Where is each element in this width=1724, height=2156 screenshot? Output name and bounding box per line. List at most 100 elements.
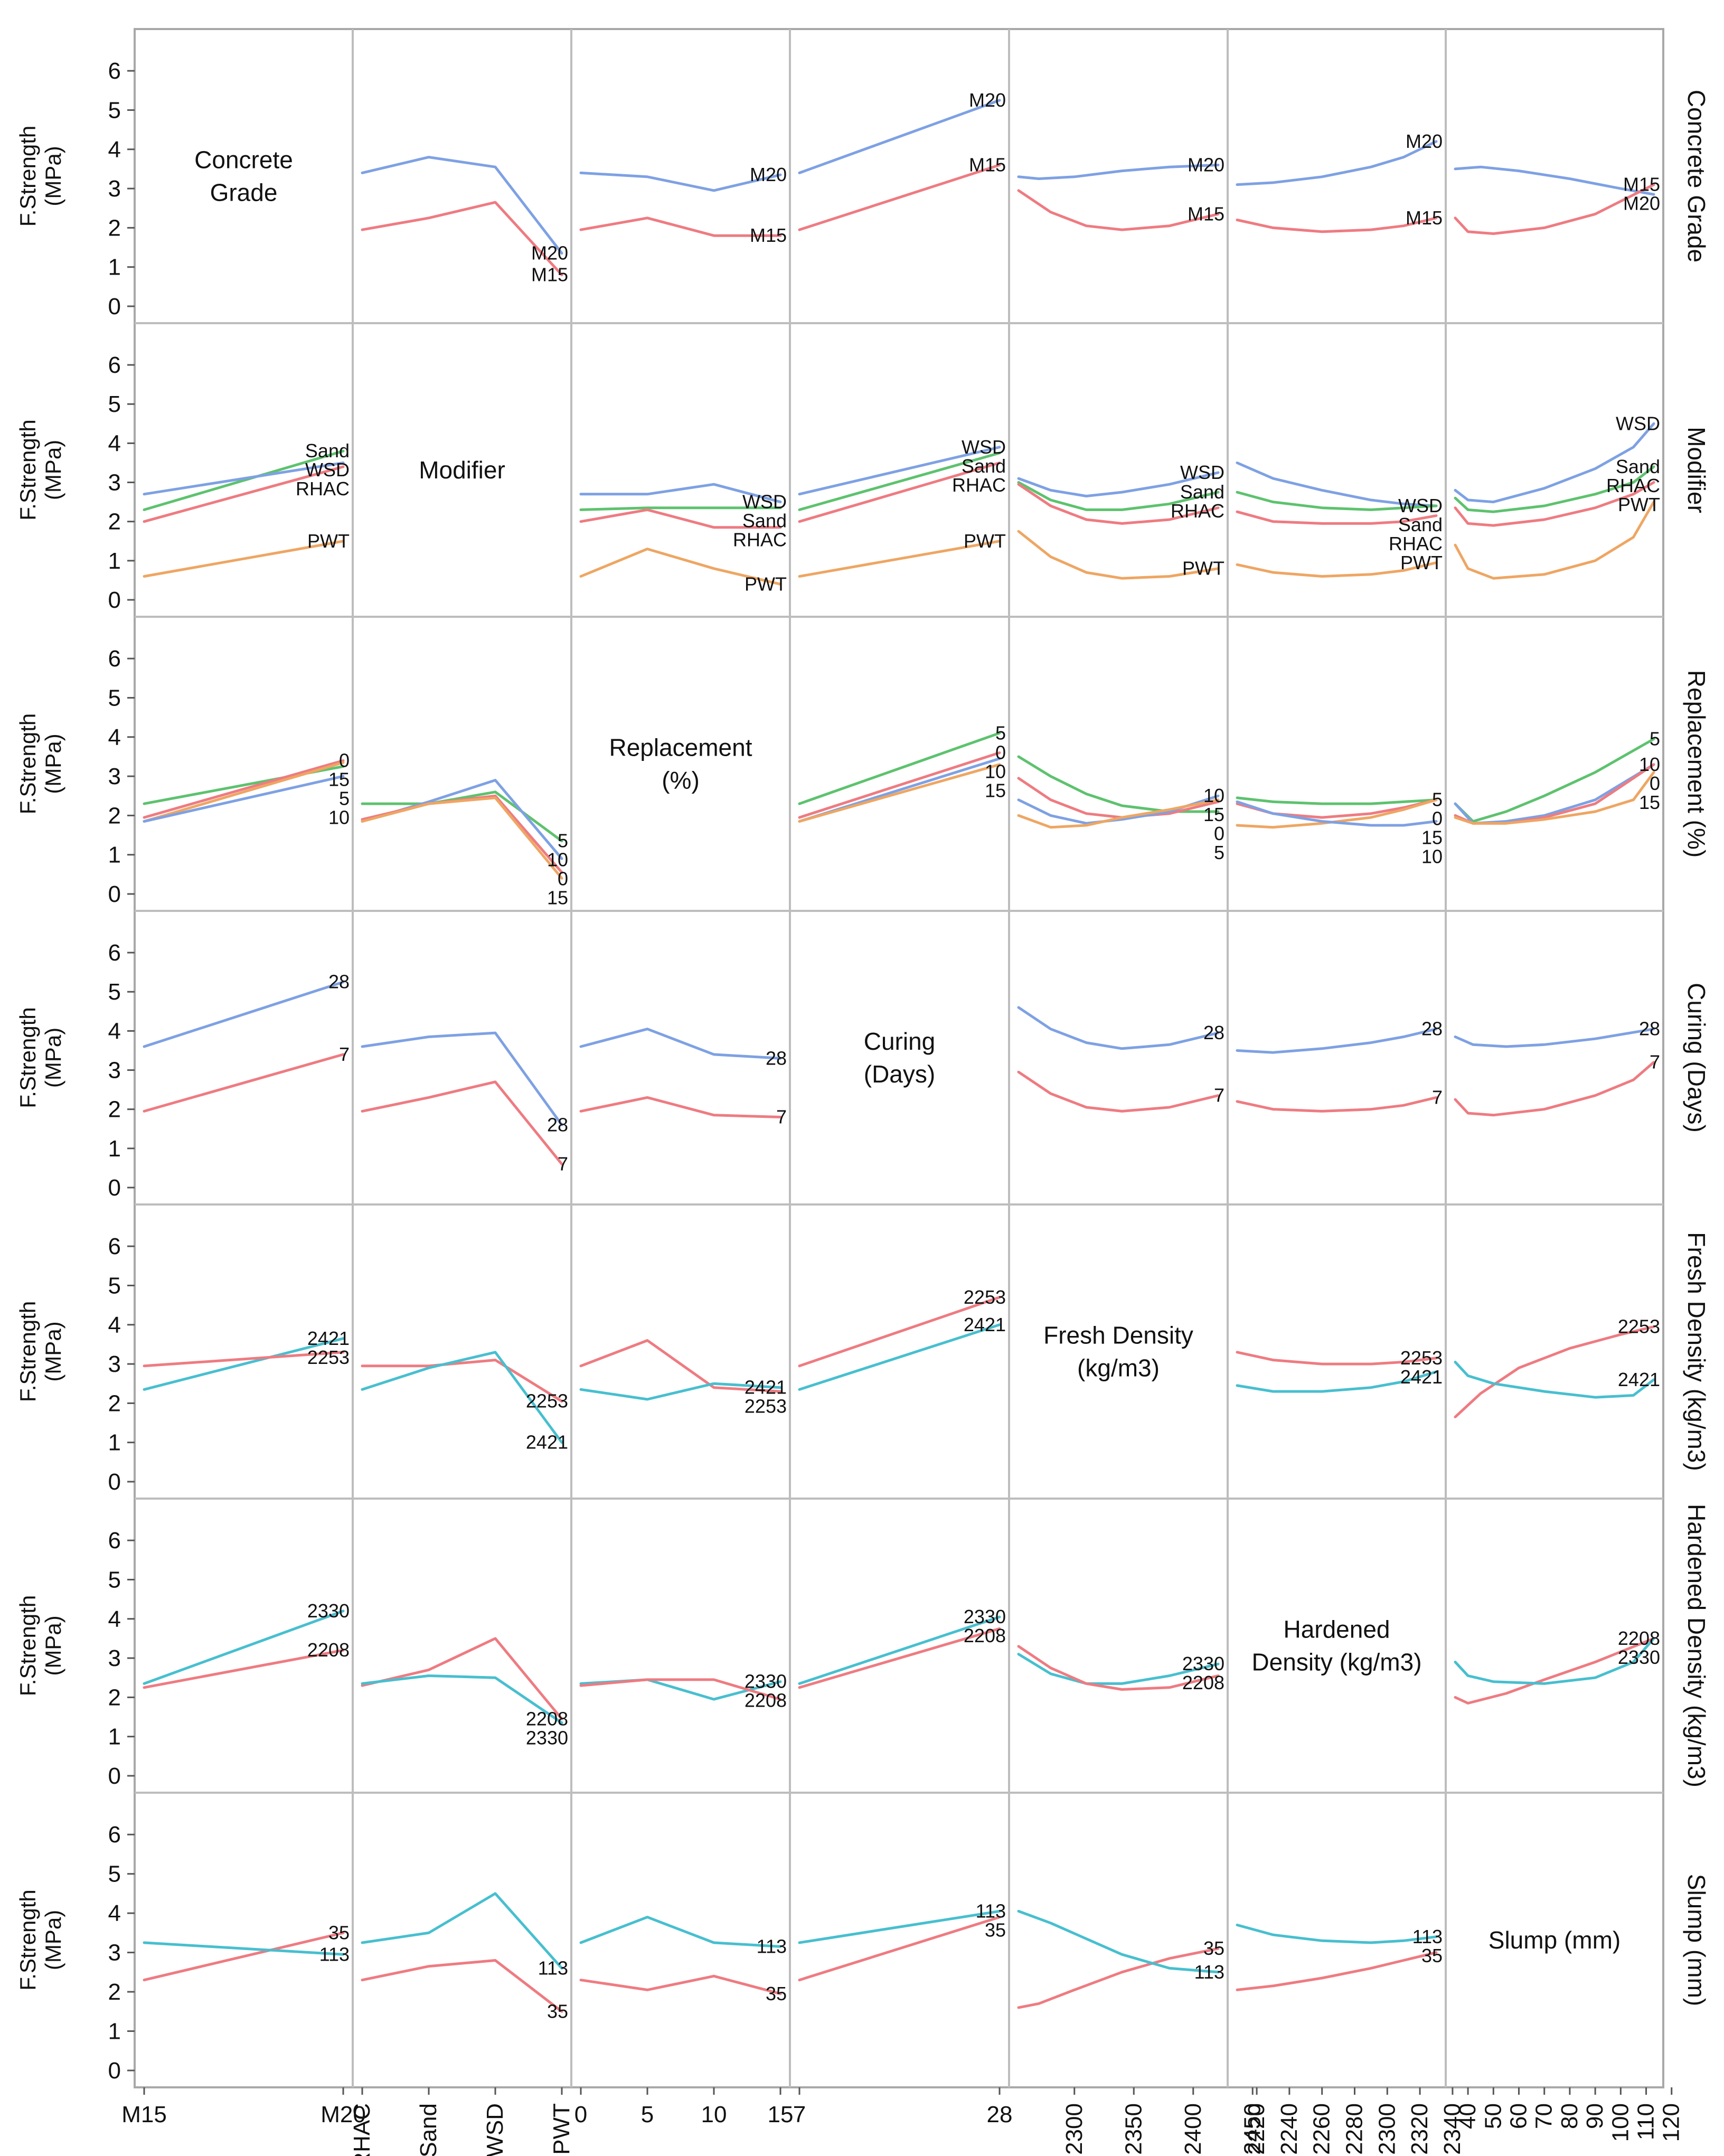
series-end-label: PWT [745, 573, 787, 595]
series-end-label: 5 [339, 787, 350, 809]
y-tick-label: 3 [108, 1645, 121, 1671]
series-end-label: 2208 [745, 1690, 787, 1711]
factor-label-fresh-density-kg-m3: Fresh Density [1043, 1322, 1193, 1349]
series-end-label: 15 [547, 887, 568, 909]
series-line-pwt [1236, 561, 1438, 578]
series-line-rhac [1454, 481, 1655, 527]
series-end-label: 2253 [964, 1286, 1006, 1308]
series-line-5 [361, 790, 563, 843]
series-line-0 [1454, 763, 1655, 825]
y-tick-label: 0 [108, 1469, 121, 1495]
series-line-2208 [579, 1678, 782, 1701]
series-line-15 [798, 763, 1001, 823]
series-line-2421 [1236, 1370, 1438, 1393]
series-line-rhac [579, 508, 782, 529]
series-end-label: 2208 [526, 1708, 568, 1729]
x-tick-label: 60 [1506, 2103, 1532, 2129]
series-line-7 [1454, 1061, 1655, 1117]
row-label-replacement: Replacement (%) [1683, 670, 1710, 858]
series-line-5 [1017, 755, 1220, 813]
y-axis-label-line: (MPa) [41, 146, 65, 206]
y-axis-label-line: F.Strength [15, 1301, 40, 1402]
x-tick-label: 2300 [1061, 2103, 1087, 2155]
y-tick-label: 3 [108, 470, 121, 496]
y-tick-label: 6 [108, 1528, 121, 1554]
series-line-sand [579, 506, 782, 511]
y-axis-label-line: F.Strength [15, 1889, 40, 1990]
series-line-2330 [1017, 1653, 1220, 1685]
factor-label-hardened-density-kg-m3: Hardened [1283, 1616, 1390, 1643]
x-tick-label: 2340 [1439, 2103, 1465, 2155]
series-end-label: M20 [1406, 130, 1443, 152]
x-tick-label: 2400 [1180, 2103, 1206, 2155]
series-line-pwt [1017, 530, 1220, 580]
series-end-label: M20 [1623, 193, 1660, 214]
series-end-label: 7 [776, 1106, 787, 1128]
y-tick-label: 4 [108, 137, 121, 163]
x-tick-label: 10 [701, 2102, 727, 2127]
x-tick-label: 70 [1531, 2103, 1557, 2129]
y-axis-label-line: (MPa) [41, 1028, 65, 1088]
series-line-113 [798, 1909, 1001, 1944]
y-tick-label: 4 [108, 430, 121, 456]
factor-label-curing-days: Curing [864, 1028, 936, 1055]
series-end-label: 2208 [1182, 1672, 1224, 1693]
x-tick-label: 2280 [1341, 2103, 1367, 2155]
factor-label-replacement: Replacement [609, 734, 752, 761]
series-end-label: 2253 [307, 1347, 350, 1368]
series-line-113 [143, 1941, 345, 1956]
x-tick-label: 2320 [1407, 2103, 1433, 2155]
y-axis-label: F.Strength (MPa) [15, 419, 65, 520]
series-end-label: 7 [1650, 1051, 1660, 1073]
series-end-label: 0 [1432, 808, 1443, 830]
series-line-2421 [798, 1323, 1001, 1391]
series-end-label: M15 [531, 264, 568, 286]
x-tick-label: 110 [1633, 2103, 1659, 2140]
series-line-sand [143, 449, 345, 511]
y-tick-label: 3 [108, 1058, 121, 1084]
series-end-label: 10 [328, 806, 350, 828]
series-line-rhac [1017, 483, 1220, 525]
series-end-label: WSD [1180, 462, 1224, 483]
y-axis-label-line: (MPa) [41, 733, 65, 794]
series-line-0 [798, 751, 1001, 819]
factor-label-replacement: (%) [662, 767, 700, 794]
series-line-28 [143, 981, 345, 1048]
y-tick-label: 3 [108, 1940, 121, 1966]
series-line-wsd [579, 483, 782, 504]
series-line-35 [579, 1974, 782, 1995]
series-line-2208 [143, 1649, 345, 1689]
y-axis-label: F.Strength (MPa) [15, 1595, 65, 1696]
series-line-2253 [143, 1351, 345, 1368]
series-end-label: 0 [995, 741, 1006, 763]
series-line-2208 [361, 1637, 563, 1720]
series-line-m15 [579, 216, 782, 237]
series-line-sand [1454, 465, 1655, 513]
series-end-label: Sand [742, 510, 787, 532]
factor-label-slump-mm: Slump (mm) [1489, 1926, 1621, 1954]
x-tick-label: 28 [987, 2102, 1013, 2127]
factor-label-hardened-density-kg-m3: Density (kg/m3) [1251, 1649, 1421, 1676]
y-axis-label-line: (MPa) [41, 440, 65, 500]
x-tick-label: 80 [1557, 2103, 1582, 2129]
series-line-pwt [798, 540, 1001, 578]
series-line-35 [361, 1959, 563, 2013]
series-end-label: 2421 [307, 1328, 350, 1349]
series-end-label: 35 [766, 1983, 787, 2004]
y-tick-label: 1 [108, 842, 121, 868]
series-end-label: RHAC [1389, 533, 1443, 554]
y-tick-label: 2 [108, 803, 121, 828]
series-line-28 [1454, 1028, 1655, 1048]
series-end-label: 10 [547, 849, 568, 871]
series-end-label: 2208 [964, 1625, 1006, 1646]
y-tick-label: 2 [108, 1979, 121, 2005]
series-end-label: WSD [1616, 412, 1660, 434]
y-tick-label: 4 [108, 1312, 121, 1338]
series-line-113 [1236, 1924, 1438, 1944]
series-line-rhac [143, 465, 345, 523]
series-end-label: 35 [985, 1919, 1006, 1941]
series-line-5 [798, 731, 1001, 805]
series-end-label: RHAC [1171, 500, 1224, 522]
series-line-rhac [798, 462, 1001, 523]
